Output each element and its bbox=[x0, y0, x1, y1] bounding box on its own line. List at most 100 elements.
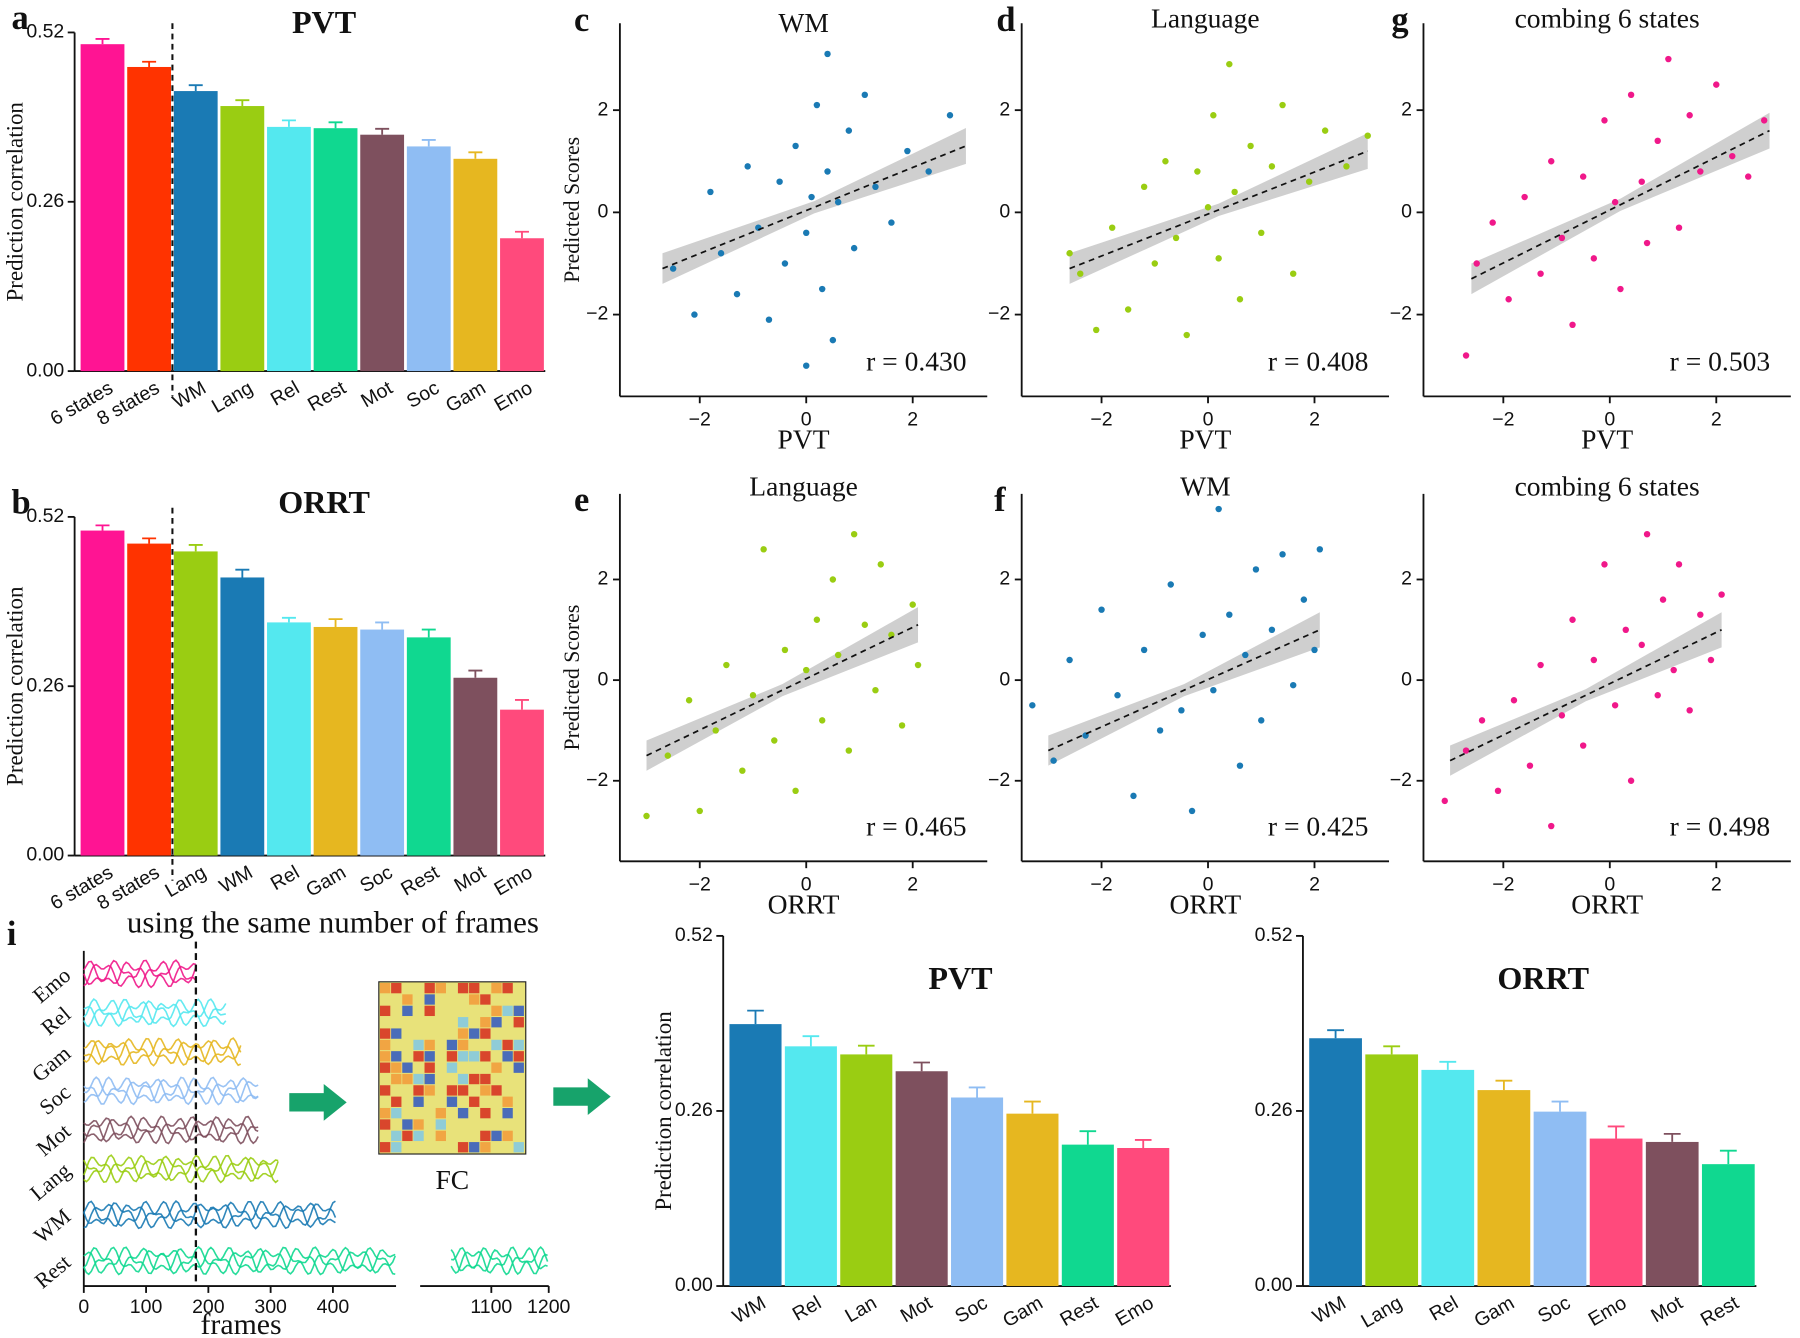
point bbox=[1108, 224, 1116, 231]
y-tick-label: 2 bbox=[598, 98, 609, 120]
fc-cell bbox=[480, 1017, 491, 1028]
point bbox=[1665, 55, 1672, 63]
y-axis-label: Prediction correlation bbox=[2, 102, 27, 302]
error-bar bbox=[281, 119, 296, 127]
point bbox=[1462, 747, 1470, 754]
state-label: Rest bbox=[30, 1250, 75, 1293]
x-tick-label: Lang bbox=[161, 861, 210, 902]
x-tick-label: Emo bbox=[1585, 1292, 1631, 1331]
y-tick-label: 0.26 bbox=[26, 674, 64, 696]
x-axis-label: ORRT bbox=[1169, 889, 1241, 920]
error-bar bbox=[1607, 1125, 1625, 1139]
point bbox=[1050, 757, 1057, 764]
point bbox=[1537, 661, 1544, 669]
x-tick-label: Soc bbox=[951, 1292, 991, 1328]
point bbox=[813, 101, 821, 109]
x-tick-label: Gam bbox=[1471, 1292, 1519, 1332]
fc-cell bbox=[413, 1119, 424, 1130]
point bbox=[1579, 742, 1587, 749]
x-tick-label: Soc bbox=[1534, 1292, 1574, 1328]
y-tick-label: −2 bbox=[988, 303, 1010, 325]
trace bbox=[83, 1115, 259, 1144]
state-label: Gam bbox=[27, 1041, 75, 1087]
point bbox=[872, 686, 879, 694]
error-bar bbox=[468, 151, 483, 159]
error-bar bbox=[1383, 1045, 1401, 1055]
point bbox=[1601, 561, 1608, 568]
annotation: r = 0.425 bbox=[1268, 810, 1368, 841]
fc-cell bbox=[446, 1051, 458, 1062]
chart-title: combing 6 states bbox=[1515, 471, 1700, 502]
point bbox=[1558, 712, 1566, 719]
point bbox=[1569, 616, 1576, 623]
point bbox=[818, 285, 826, 293]
fc-cell bbox=[391, 1073, 402, 1085]
fc-cell bbox=[413, 1073, 424, 1085]
fc-cell bbox=[457, 1142, 469, 1153]
x-tick-label: 2 bbox=[907, 874, 918, 896]
point bbox=[1548, 822, 1555, 830]
y-tick-label: 0 bbox=[1401, 668, 1412, 690]
fc-cell bbox=[457, 1051, 469, 1062]
x-tick-label: Mot bbox=[897, 1292, 937, 1328]
error-bar bbox=[142, 60, 157, 67]
fc-cell bbox=[457, 1085, 469, 1096]
point bbox=[1300, 596, 1308, 603]
x-axis-label: PVT bbox=[778, 424, 830, 455]
point bbox=[1579, 173, 1587, 180]
point bbox=[643, 812, 650, 820]
x-tick-label: −2 bbox=[1492, 874, 1514, 896]
point bbox=[1162, 158, 1169, 165]
x-tick-label: WM bbox=[216, 861, 257, 897]
point bbox=[1707, 656, 1715, 664]
panel-letter: d bbox=[996, 1, 1015, 39]
fc-cell bbox=[446, 1039, 458, 1051]
fc-label: FC bbox=[435, 1164, 469, 1195]
x-tick-label: Mot bbox=[357, 377, 397, 413]
point bbox=[1242, 651, 1249, 659]
panel-letter: g bbox=[1391, 1, 1408, 39]
bar bbox=[1061, 1144, 1114, 1287]
point bbox=[1226, 60, 1233, 68]
arrow bbox=[553, 1078, 611, 1115]
bar bbox=[127, 66, 172, 372]
x-tick-label: Rel bbox=[789, 1292, 825, 1326]
y-tick-label: −2 bbox=[586, 303, 608, 325]
point bbox=[803, 362, 810, 369]
point bbox=[1178, 707, 1185, 714]
fc-cell bbox=[379, 1107, 391, 1119]
point bbox=[1745, 173, 1752, 180]
y-tick-label: 0.26 bbox=[26, 190, 64, 212]
error-bar bbox=[188, 543, 203, 552]
panel-letter: a bbox=[11, 0, 28, 37]
point bbox=[1537, 270, 1544, 277]
fc-cell bbox=[391, 982, 402, 994]
chart-title: Language bbox=[749, 471, 858, 502]
point bbox=[1311, 646, 1318, 654]
x-tick-label: −2 bbox=[1090, 874, 1112, 896]
x-tick-label: Gam bbox=[302, 861, 350, 901]
x-tick-label: 1200 bbox=[527, 1296, 571, 1318]
point bbox=[824, 168, 831, 175]
point bbox=[712, 727, 719, 734]
x-axis-label: PVT bbox=[1179, 424, 1231, 455]
point bbox=[1617, 285, 1624, 293]
bar bbox=[1477, 1090, 1531, 1287]
fc-cell bbox=[480, 1107, 491, 1119]
point bbox=[1140, 646, 1148, 654]
x-tick-label: Lang bbox=[208, 377, 257, 418]
y-tick-label: 0 bbox=[598, 201, 609, 223]
x-tick-label: −2 bbox=[689, 409, 711, 431]
fc-cell bbox=[480, 1028, 491, 1039]
panel-letter: c bbox=[574, 1, 589, 39]
point bbox=[723, 661, 730, 669]
x-axis-label: PVT bbox=[1581, 424, 1633, 455]
point bbox=[1289, 681, 1297, 689]
annotation: r = 0.498 bbox=[1670, 810, 1770, 841]
point bbox=[1258, 229, 1265, 237]
fc-cell bbox=[469, 982, 480, 994]
bar bbox=[406, 637, 451, 856]
fc-cell bbox=[446, 1085, 458, 1096]
point bbox=[744, 163, 751, 170]
